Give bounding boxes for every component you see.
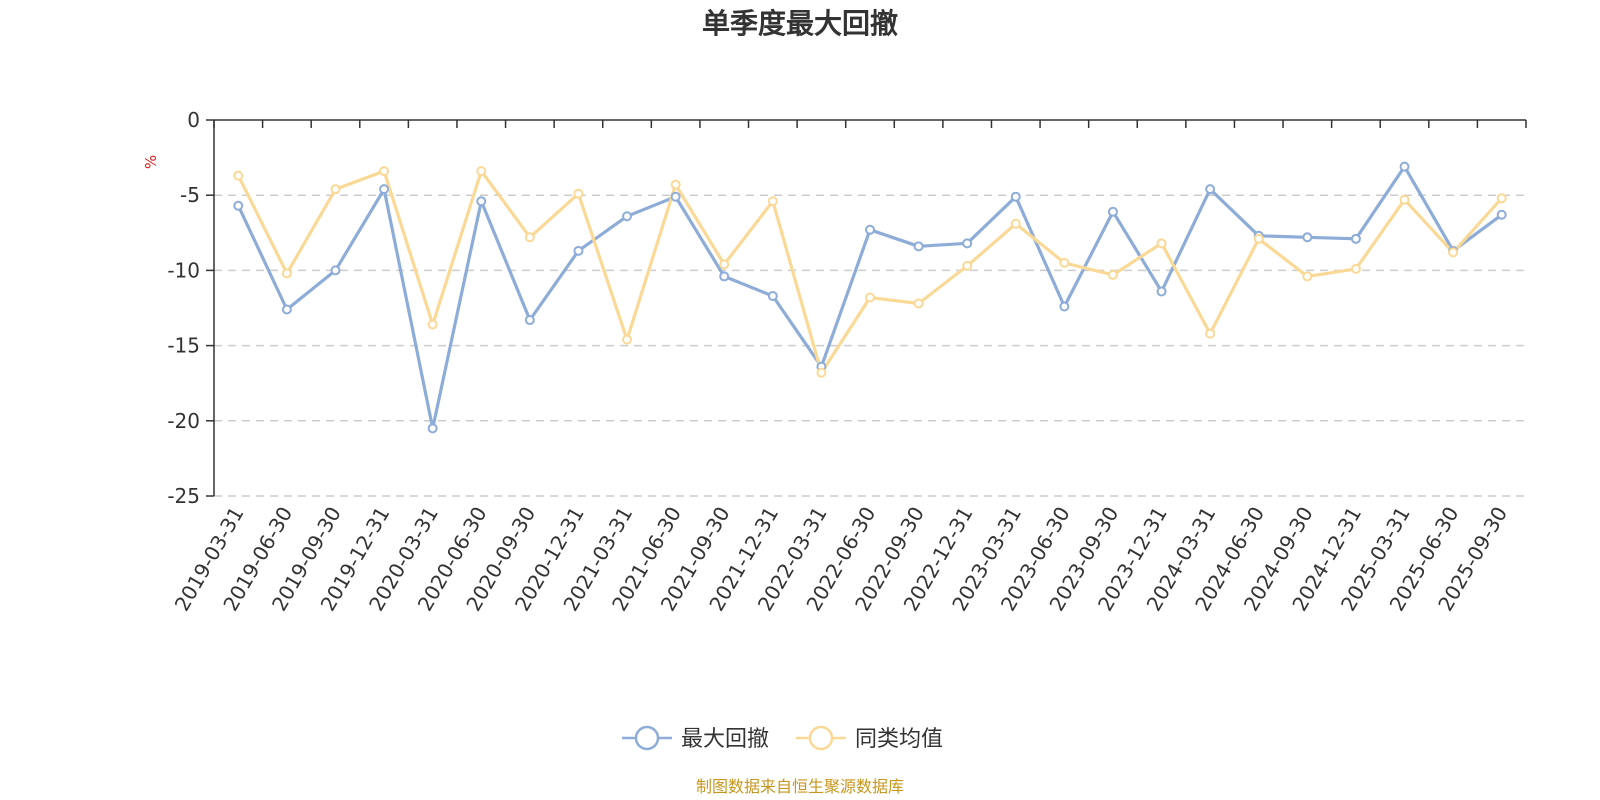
grid-lines xyxy=(214,194,1526,497)
legend-label: 同类均值 xyxy=(855,727,943,752)
series-0-point[interactable] xyxy=(476,196,487,207)
series-0-point[interactable] xyxy=(719,271,730,282)
series-1-point[interactable] xyxy=(379,166,390,177)
series-1-point[interactable] xyxy=(1010,218,1021,229)
chart-title: 单季度最大回撤 xyxy=(702,7,898,40)
series-1-point[interactable] xyxy=(524,232,535,243)
y-tick-label: -5 xyxy=(180,183,200,207)
source-note: 制图数据来自恒生聚源数据库 xyxy=(696,777,904,796)
series-0-point[interactable] xyxy=(1107,206,1118,217)
legend-marker xyxy=(634,725,660,751)
series-0-point[interactable] xyxy=(1059,301,1070,312)
series-1-point[interactable] xyxy=(476,166,487,177)
series-1-point[interactable] xyxy=(233,170,244,181)
y-axis-unit: % xyxy=(142,155,160,169)
y-tick-label: -10 xyxy=(167,258,200,282)
series-0-point[interactable] xyxy=(1205,184,1216,195)
legend-label: 最大回撤 xyxy=(681,727,769,752)
series-1-point[interactable] xyxy=(962,260,973,271)
series-1-point[interactable] xyxy=(330,184,341,195)
series-1-point[interactable] xyxy=(1399,194,1410,205)
series-1-point[interactable] xyxy=(1496,193,1507,204)
series-0-point[interactable] xyxy=(573,245,584,256)
series-0-point[interactable] xyxy=(281,304,292,315)
series-0-point[interactable] xyxy=(670,191,681,202)
series-0-point[interactable] xyxy=(1399,161,1410,172)
series-1-point[interactable] xyxy=(1107,269,1118,280)
series-0-point[interactable] xyxy=(622,211,633,222)
series-1-point[interactable] xyxy=(767,196,778,207)
series-layer xyxy=(233,161,1507,434)
series-1-point[interactable] xyxy=(719,259,730,270)
legend[interactable]: 最大回撤 同类均值 xyxy=(622,725,943,752)
series-1-point[interactable] xyxy=(816,367,827,378)
axes: 0-5-10-15-20-252019-03-312019-06-302019-… xyxy=(167,108,1527,615)
series-1-point[interactable] xyxy=(865,292,875,303)
series-1-point[interactable] xyxy=(427,319,438,330)
legend-item-0[interactable]: 最大回撤 xyxy=(622,725,769,752)
series-0-point[interactable] xyxy=(379,184,390,195)
series-1-point[interactable] xyxy=(622,334,633,345)
series-0-point[interactable] xyxy=(865,224,875,235)
series-0-point[interactable] xyxy=(1010,191,1021,202)
series-0-point[interactable] xyxy=(1496,209,1507,220)
series-0-point[interactable] xyxy=(962,238,973,249)
series-1-point[interactable] xyxy=(281,268,292,279)
series-0-point[interactable] xyxy=(767,290,778,301)
series-0-point[interactable] xyxy=(913,241,924,252)
y-tick-label: -20 xyxy=(167,409,200,433)
series-1-point[interactable] xyxy=(1448,247,1459,258)
series-1-point[interactable] xyxy=(1302,271,1313,282)
y-tick-label: 0 xyxy=(187,108,200,132)
series-1-point[interactable] xyxy=(1156,238,1167,249)
series-0-point[interactable] xyxy=(330,265,341,276)
series-0-point[interactable] xyxy=(233,200,244,211)
series-1-point[interactable] xyxy=(1059,257,1070,268)
y-tick-label: -15 xyxy=(167,334,200,358)
series-0-point[interactable] xyxy=(1156,286,1167,297)
series-1-point[interactable] xyxy=(1253,233,1264,244)
series-1-point[interactable] xyxy=(573,188,584,199)
series-line-1 xyxy=(236,169,1503,375)
legend-item-1[interactable]: 同类均值 xyxy=(796,725,943,752)
series-1-point[interactable] xyxy=(670,179,681,190)
legend-marker xyxy=(808,725,834,751)
series-0-point[interactable] xyxy=(427,423,438,434)
series-1-point[interactable] xyxy=(913,298,924,309)
series-0-point[interactable] xyxy=(1302,232,1313,243)
series-0-point[interactable] xyxy=(524,315,535,326)
y-tick-label: -25 xyxy=(167,484,200,508)
series-1-point[interactable] xyxy=(1350,263,1361,274)
series-0-point[interactable] xyxy=(1350,233,1361,244)
series-1-point[interactable] xyxy=(1205,328,1216,339)
